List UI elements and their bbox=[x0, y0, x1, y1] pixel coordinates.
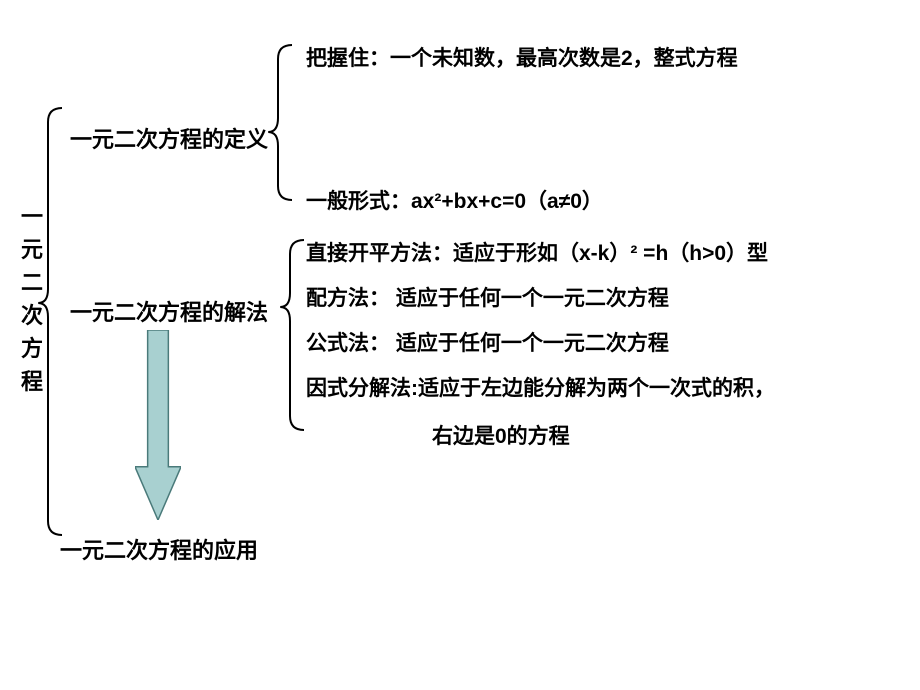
leaf-factoring-line1: 因式分解法:适应于左边能分解为两个一次式的积， bbox=[306, 372, 775, 402]
node-application: 一元二次方程的应用 bbox=[60, 533, 258, 565]
leaf-grasp: 把握住：一个未知数，最高次数是2，整式方程 bbox=[306, 42, 738, 72]
leaf-factor1-text: 因式分解法:适应于左边能分解为两个一次式的积， bbox=[306, 377, 775, 400]
root-label-text: 一元二次方程 bbox=[21, 204, 43, 394]
leaf-formula-text: 公式法： 适应于任何一个一元二次方程 bbox=[306, 332, 669, 355]
leaf-factoring-line2: 右边是0的方程 bbox=[432, 420, 570, 450]
leaf-direct-text: 直接开平方法：适应于形如（x-k）² =h（h>0）型 bbox=[306, 242, 768, 265]
leaf-completing-square: 配方法： 适应于任何一个一元二次方程 bbox=[306, 282, 669, 312]
node-definition-text: 一元二次方程的定义 bbox=[70, 127, 268, 152]
node-solution: 一元二次方程的解法 bbox=[70, 295, 268, 327]
leaf-general-form: 一般形式：ax²+bx+c=0（a≠0） bbox=[306, 185, 603, 215]
node-solution-text: 一元二次方程的解法 bbox=[70, 300, 268, 325]
down-arrow bbox=[135, 330, 181, 520]
leaf-factor2-text: 右边是0的方程 bbox=[432, 425, 570, 448]
leaf-general-text: 一般形式：ax²+bx+c=0（a≠0） bbox=[306, 190, 603, 213]
leaf-formula: 公式法： 适应于任何一个一元二次方程 bbox=[306, 327, 669, 357]
node-application-text: 一元二次方程的应用 bbox=[60, 538, 258, 563]
leaf-complete-text: 配方法： 适应于任何一个一元二次方程 bbox=[306, 287, 669, 310]
leaf-grasp-text: 把握住：一个未知数，最高次数是2，整式方程 bbox=[306, 47, 738, 70]
root-label: 一元二次方程 bbox=[20, 200, 44, 398]
node-definition: 一元二次方程的定义 bbox=[70, 122, 268, 154]
leaf-direct-sqrt: 直接开平方法：适应于形如（x-k）² =h（h>0）型 bbox=[306, 237, 768, 267]
